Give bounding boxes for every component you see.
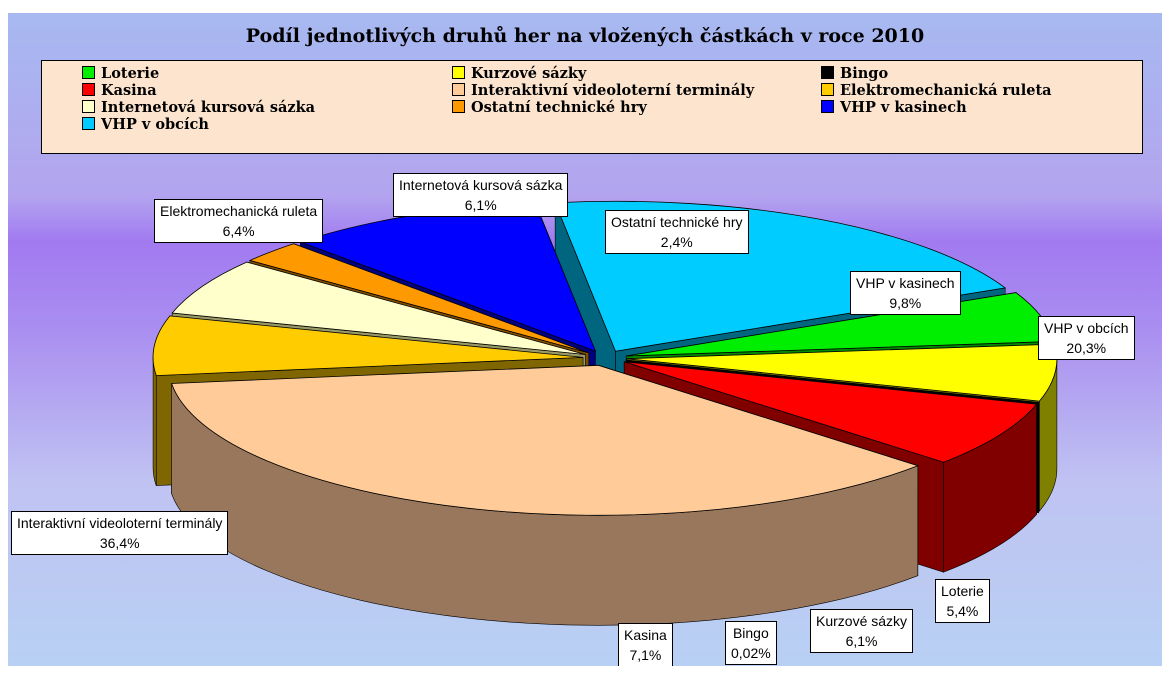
data-label-name: Ostatní technické hry: [611, 214, 743, 230]
data-label-kurzove-sazky: Kurzové sázky 6,1%: [810, 609, 914, 653]
legend-item-ostatni-technicke-hry: Ostatní technické hry: [452, 99, 647, 117]
pie-chart: [152, 200, 1058, 626]
legend-item-internetova-kursova-sazka: Internetová kursová sázka: [82, 99, 315, 117]
data-label-kasina: Kasina 7,1%: [618, 623, 673, 666]
legend-swatch: [821, 66, 834, 79]
data-label-bingo: Bingo 0,02%: [725, 621, 777, 665]
legend-label: Bingo: [840, 65, 889, 82]
data-label-ostatni-technicke-hry: Ostatní technické hry 2,4%: [605, 210, 749, 254]
data-label-value: 5,4%: [946, 603, 979, 619]
data-label-name: Interaktivní videoloterní terminály: [17, 515, 223, 531]
legend-item-vhp-v-kasinech: VHP v kasinech: [821, 99, 967, 117]
data-label-loterie: Loterie 5,4%: [935, 579, 990, 623]
data-label-value: 6,1%: [845, 633, 878, 649]
slice-kasina: [624, 361, 1038, 463]
data-label-name: Loterie: [941, 583, 984, 599]
legend-item-vhp-v-obcich: VHP v obcích: [82, 116, 209, 134]
slice-rim-elektromechanicka-ruleta: [152, 357, 157, 486]
data-label-name: Kasina: [624, 627, 667, 643]
data-label-interaktivni-videoloterni-terminaly: Interaktivní videoloterní terminály 36,4%: [11, 511, 229, 555]
legend-swatch: [82, 117, 95, 130]
slice-ostatni-technicke-hry: [248, 243, 589, 354]
legend-label: Internetová kursová sázka: [101, 99, 316, 116]
data-label-name: VHP v obcích: [1044, 320, 1129, 336]
chart-title: Podíl jednotlivých druhů her na vloženýc…: [245, 25, 925, 47]
legend-label: VHP v kasinech: [840, 99, 967, 116]
data-label-value: 7,1%: [629, 647, 662, 663]
legend: Loterie Kasina Internetová kursová sázka…: [41, 60, 1143, 154]
slice-internetova-kursova-sazka: [171, 261, 586, 355]
data-label-name: Elektromechanická ruleta: [160, 203, 318, 219]
chart-area: Podíl jednotlivých druhů her na vloženýc…: [8, 13, 1162, 666]
data-label-vhp-v-kasinech: VHP v kasinech 9,8%: [850, 271, 961, 315]
legend-label: Kasina: [101, 82, 157, 99]
data-label-name: VHP v kasinech: [856, 275, 955, 291]
legend-item-elektromechanicka-ruleta: Elektromechanická ruleta: [821, 82, 1052, 100]
data-label-value: 0,02%: [731, 645, 771, 661]
legend-label: VHP v obcích: [101, 116, 209, 133]
legend-swatch: [452, 100, 465, 113]
legend-label: Loterie: [101, 65, 160, 82]
data-label-name: Kurzové sázky: [816, 613, 908, 629]
data-label-elektromechanicka-ruleta: Elektromechanická ruleta 6,4%: [154, 199, 324, 243]
slice-elektromechanicka-ruleta: [152, 315, 584, 376]
legend-swatch: [452, 66, 465, 79]
legend-swatch: [82, 83, 95, 96]
legend-item-interaktivni-videoloterni-terminaly: Interaktivní videoloterní terminály: [452, 82, 754, 100]
legend-label: Interaktivní videoloterní terminály: [471, 82, 755, 99]
legend-item-kurzove-sazky: Kurzové sázky: [452, 65, 586, 83]
slice-bingo: [626, 359, 1040, 404]
data-label-value: 9,8%: [889, 295, 922, 311]
data-label-internetova-kursova-sazka: Internetová kursová sázka 6,1%: [393, 173, 569, 217]
data-label-value: 6,1%: [464, 197, 497, 213]
legend-swatch: [82, 66, 95, 79]
legend-item-bingo: Bingo: [821, 65, 888, 83]
legend-label: Elektromechanická ruleta: [840, 82, 1052, 99]
data-label-value: 2,4%: [660, 234, 693, 250]
data-label-name: Internetová kursová sázka: [399, 177, 563, 193]
data-label-name: Bingo: [732, 625, 769, 641]
data-label-value: 20,3%: [1066, 340, 1107, 356]
legend-item-loterie: Loterie: [82, 65, 159, 83]
legend-label: Kurzové sázky: [471, 65, 587, 82]
legend-item-kasina: Kasina: [82, 82, 157, 100]
data-label-value: 36,4%: [99, 535, 140, 551]
data-label-vhp-v-obcich: VHP v obcích 20,3%: [1038, 316, 1135, 360]
data-label-value: 6,4%: [222, 223, 255, 239]
legend-swatch: [82, 100, 95, 113]
legend-swatch: [821, 83, 834, 96]
legend-swatch: [821, 100, 834, 113]
legend-label: Ostatní technické hry: [471, 99, 647, 116]
slice-interaktivni-videoloterni-terminaly: [171, 364, 920, 516]
legend-swatch: [452, 83, 465, 96]
